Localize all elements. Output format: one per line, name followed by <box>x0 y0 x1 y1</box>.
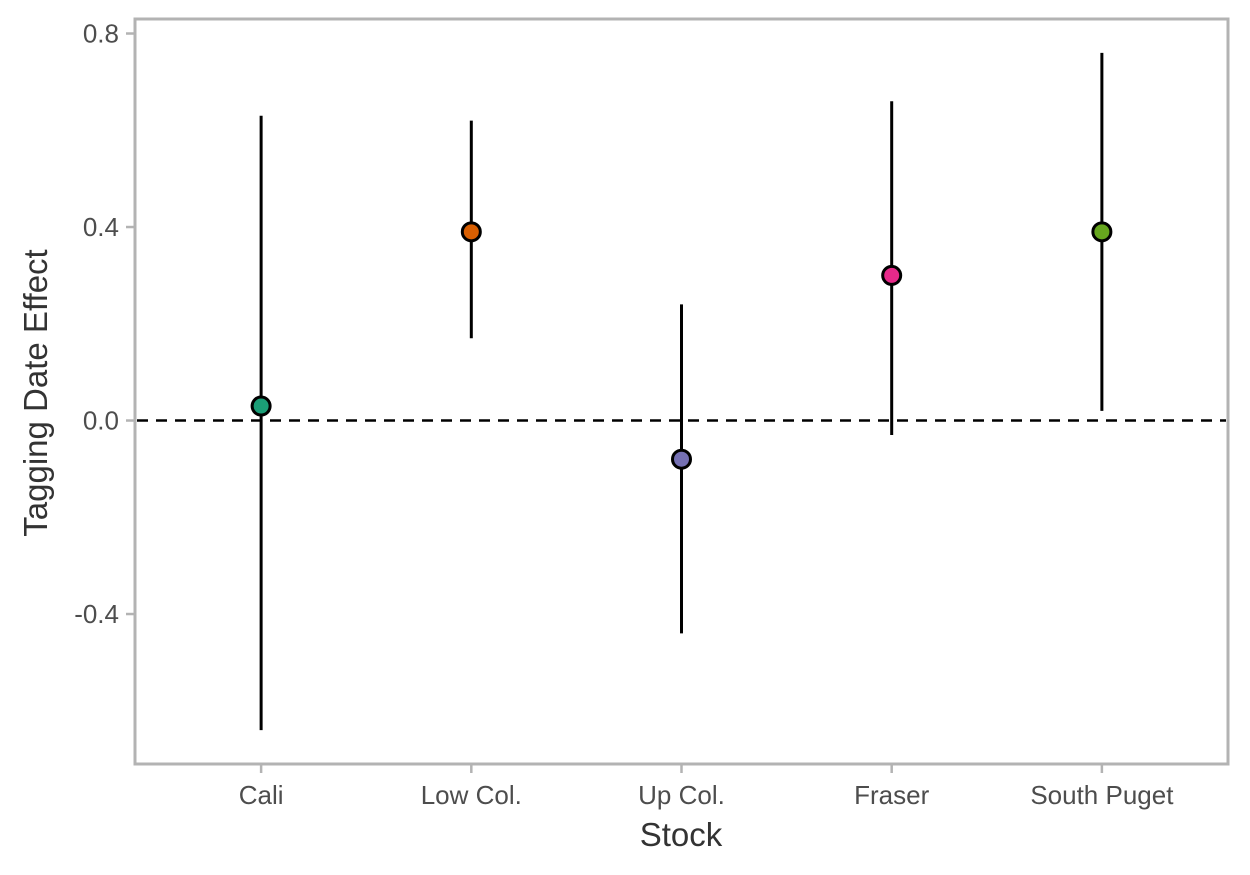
y-axis-title: Tagging Date Effect <box>17 249 54 536</box>
y-axis: -0.4 0.0 0.4 0.8 <box>74 19 135 629</box>
x-tick-label: Low Col. <box>421 780 522 810</box>
data-point <box>250 395 272 417</box>
points <box>250 221 1113 470</box>
error-bars <box>259 52 1104 731</box>
data-point <box>1091 221 1113 243</box>
x-axis: Cali Low Col. Up Col. Fraser South Puget <box>239 764 1174 810</box>
y-tick-label: 0.8 <box>83 19 119 49</box>
y-tick-label: 0.0 <box>83 406 119 436</box>
x-axis-title: Stock <box>640 816 723 853</box>
y-tick-label: 0.4 <box>83 212 119 242</box>
data-point <box>671 448 692 470</box>
x-tick-label: South Puget <box>1030 780 1174 810</box>
data-point <box>460 221 482 243</box>
y-tick-label: -0.4 <box>74 599 119 629</box>
x-tick-label: Up Col. <box>638 780 725 810</box>
data-point <box>881 264 903 286</box>
x-tick-label: Cali <box>239 780 284 810</box>
x-tick-label: Fraser <box>854 780 929 810</box>
